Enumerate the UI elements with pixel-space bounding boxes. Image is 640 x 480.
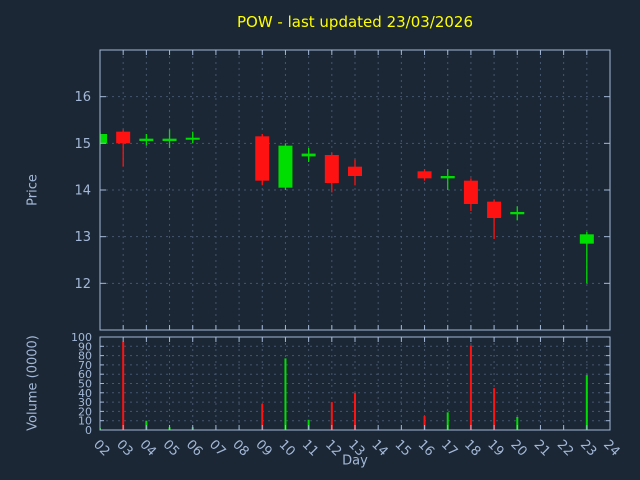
svg-text:06: 06: [183, 437, 205, 459]
volume-axis-label: Volume (0000): [25, 335, 41, 431]
svg-text:14: 14: [74, 184, 91, 199]
x-axis-label: Day: [342, 453, 368, 469]
svg-text:60: 60: [78, 368, 92, 381]
grid-lines: [99, 50, 611, 431]
svg-text:21: 21: [531, 437, 553, 459]
svg-text:19: 19: [484, 437, 506, 459]
svg-text:24: 24: [600, 437, 622, 459]
svg-text:20: 20: [78, 405, 92, 418]
svg-text:07: 07: [206, 437, 228, 459]
svg-text:90: 90: [78, 340, 92, 353]
svg-text:04: 04: [137, 437, 159, 459]
svg-text:16: 16: [415, 437, 437, 459]
svg-text:08: 08: [229, 437, 251, 459]
svg-text:03: 03: [113, 437, 135, 459]
svg-text:20: 20: [507, 437, 529, 459]
svg-text:0: 0: [85, 424, 92, 437]
svg-text:12: 12: [74, 277, 91, 292]
svg-text:50: 50: [78, 378, 92, 391]
svg-text:15: 15: [392, 437, 414, 459]
svg-text:100: 100: [71, 331, 92, 344]
svg-text:40: 40: [78, 387, 92, 400]
svg-text:11: 11: [299, 437, 321, 459]
svg-text:09: 09: [252, 437, 274, 459]
svg-text:18: 18: [461, 437, 483, 459]
svg-text:23: 23: [577, 437, 599, 459]
svg-text:70: 70: [78, 359, 92, 372]
svg-text:16: 16: [74, 90, 91, 105]
svg-text:02: 02: [90, 437, 112, 459]
svg-text:14: 14: [368, 437, 390, 459]
candles-layer: [100, 129, 594, 284]
svg-text:22: 22: [554, 437, 576, 459]
svg-text:10: 10: [276, 437, 298, 459]
svg-text:17: 17: [438, 437, 460, 459]
chart-title: POW - last updated 23/03/2026: [236, 13, 474, 31]
tick-marks: [99, 50, 611, 431]
svg-text:80: 80: [78, 350, 92, 363]
price-axis-label: Price: [25, 174, 41, 206]
volume-layer: [100, 341, 588, 430]
svg-text:10: 10: [78, 415, 92, 428]
svg-text:15: 15: [74, 137, 91, 152]
svg-text:12: 12: [322, 437, 344, 459]
svg-text:13: 13: [74, 230, 91, 245]
svg-text:30: 30: [78, 396, 92, 409]
svg-text:05: 05: [160, 437, 182, 459]
